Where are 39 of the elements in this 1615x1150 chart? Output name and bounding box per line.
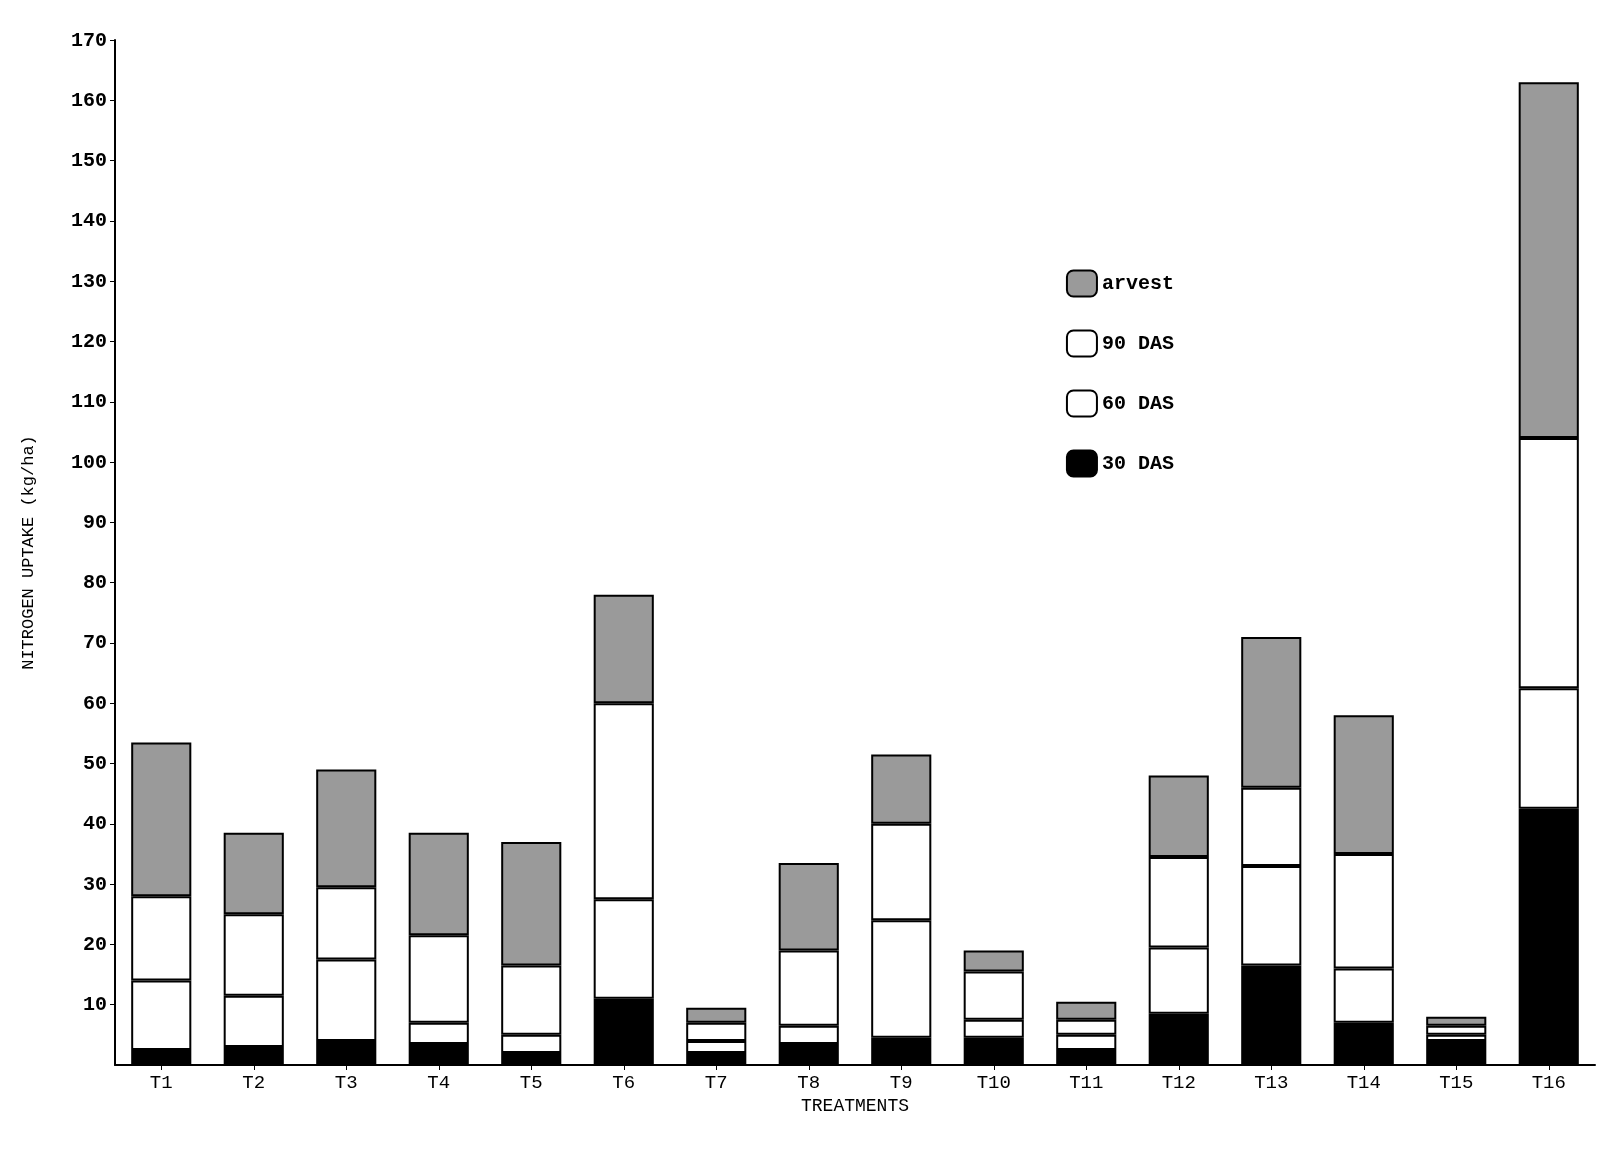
y-axis-title: NITROGEN UPTAKE (kg/ha): [19, 435, 38, 670]
x-tick-label: T6: [612, 1071, 636, 1094]
x-tick-label: T1: [149, 1071, 173, 1094]
x-tick-label: T12: [1161, 1071, 1196, 1094]
x-tick-label: T10: [976, 1071, 1011, 1094]
legend-label: 30 DAS: [1101, 452, 1174, 475]
y-tick-label: 110: [70, 390, 107, 414]
y-tick-label: 50: [82, 752, 107, 776]
x-tick-label: T5: [519, 1071, 543, 1094]
y-tick-label: 100: [70, 450, 107, 474]
y-tick-label: 160: [70, 88, 107, 112]
x-tick-label: T11: [1069, 1071, 1104, 1094]
y-tick-label: 40: [82, 812, 107, 836]
y-tick-label: 80: [82, 571, 107, 595]
legend-label: 90 DAS: [1101, 332, 1174, 355]
x-tick-label: T7: [704, 1071, 728, 1094]
legend-label: 60 DAS: [1101, 392, 1174, 415]
y-tick-label: 10: [82, 993, 107, 1017]
x-tick-label: T16: [1531, 1071, 1566, 1094]
y-tick-label: 140: [70, 209, 107, 233]
y-tick-label: 150: [70, 149, 107, 173]
x-axis-title: TREATMENTS: [800, 1096, 910, 1116]
legend-label: arvest: [1101, 272, 1174, 295]
x-tick-label: T3: [334, 1071, 358, 1094]
y-tick-label: 120: [70, 329, 107, 353]
y-tick-label: 30: [82, 872, 107, 896]
x-tick-label: T4: [427, 1071, 451, 1094]
x-tick-label: T15: [1439, 1071, 1474, 1094]
y-tick-label: 70: [82, 631, 107, 655]
x-tick-label: T13: [1254, 1071, 1289, 1094]
x-tick-label: T8: [797, 1071, 821, 1094]
y-tick-label: 90: [82, 510, 107, 534]
x-tick-label: T14: [1346, 1071, 1381, 1094]
y-tick-label: 60: [82, 691, 107, 715]
y-tick-label: 130: [70, 269, 107, 293]
y-tick-label: 170: [70, 28, 107, 52]
x-tick-label: T2: [242, 1071, 266, 1094]
x-tick-label: T9: [889, 1071, 913, 1094]
y-tick-label: 20: [82, 932, 107, 956]
